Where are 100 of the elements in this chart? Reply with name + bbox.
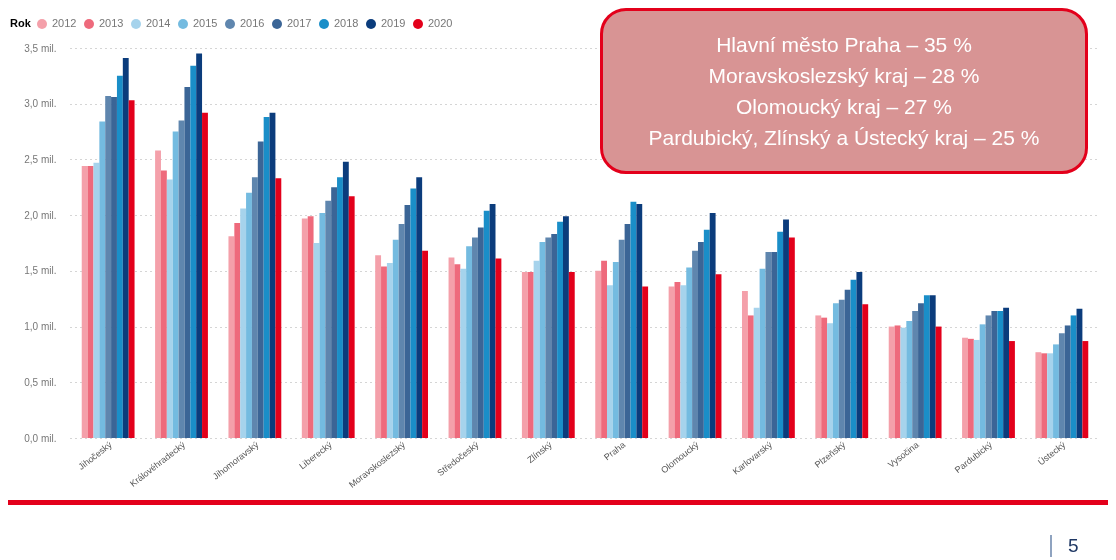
bar [788,237,795,438]
bar [612,261,619,438]
bar [307,216,314,438]
bar [251,177,258,438]
bar [398,224,405,438]
bar [495,258,502,438]
bar [533,260,540,438]
bar [753,307,760,438]
bar [122,58,129,438]
bar [240,208,247,438]
bar [741,290,748,438]
y-tick-label: 2,5 mil. [24,153,57,165]
legend-label: 2013 [99,17,124,29]
legend-title: Rok [10,17,32,29]
bar [545,237,552,438]
bar [906,321,913,438]
bar [184,87,191,438]
y-tick-label: 2,0 mil. [24,209,57,221]
bar [607,285,613,438]
bar [777,231,784,438]
bar [888,326,895,438]
y-tick-label: 1,5 mil. [24,265,57,277]
bar [709,212,716,438]
bar [636,204,643,438]
bar [962,337,968,438]
bar [472,237,478,438]
annotation: Pardubický, Zlínský a Ústecký kraj – 25 % [647,125,1041,151]
bar [1003,307,1010,438]
bar [202,112,208,438]
bar [111,97,117,438]
bar [375,255,382,438]
bar [973,339,980,438]
legend-label: 2015 [193,17,218,29]
bar [410,188,417,438]
bar [460,268,467,438]
bar [416,177,423,438]
bar [979,324,986,438]
bar [765,251,772,438]
bar [862,304,869,438]
annotation: Olomoucký kraj – 27 % [735,94,953,120]
bar [821,317,828,438]
annotation: Moravskoslezský kraj – 28 % [707,63,981,89]
bar [551,234,558,438]
bar [557,221,563,438]
bar [935,326,942,438]
bar [856,271,863,438]
bar [1058,333,1065,438]
annotation: Hlavní město Praha – 35 % [715,32,973,58]
bar [1053,344,1059,438]
bar [257,141,264,438]
bar [155,150,161,438]
bar [595,270,602,438]
bar [381,266,387,438]
bar [196,53,203,438]
bar [783,219,789,438]
bar [618,239,625,438]
bar [466,246,473,438]
bar [692,250,698,438]
bar [325,200,332,438]
bar [81,166,88,438]
bar [668,286,675,438]
bar [929,295,936,438]
bar [172,131,179,438]
bar [166,179,173,438]
legend-label: 2017 [287,17,312,29]
bar [386,263,393,438]
y-tick-label: 3,5 mil. [24,42,57,54]
bar [832,303,839,438]
bar [630,201,637,438]
bar [1047,353,1054,438]
bar [160,170,167,438]
legend-label: 2019 [381,17,406,29]
bar [838,299,845,438]
legend-label: 2018 [334,17,359,29]
bar [815,315,822,438]
legend-label: 2012 [52,17,77,29]
bar [1070,315,1077,438]
y-tick-label: 3,0 mil. [24,98,57,110]
y-tick-label: 0,5 mil. [24,376,57,388]
bar [1009,341,1015,438]
bar [93,162,100,438]
bar [392,239,399,438]
bar [1082,341,1089,438]
bar [991,310,998,438]
bar [275,178,282,438]
bar [263,117,270,438]
bar [642,286,649,438]
bar [697,241,704,438]
bar [601,260,608,438]
bar [912,310,919,438]
bar [105,95,112,438]
bar [477,227,484,438]
bar [1035,352,1042,438]
bar [900,327,907,438]
bar [342,161,349,438]
y-tick-label: 0,0 mil. [24,432,57,444]
bar [116,75,123,438]
legend-label: 2020 [428,17,453,29]
bar [190,65,197,438]
bar [747,315,754,438]
